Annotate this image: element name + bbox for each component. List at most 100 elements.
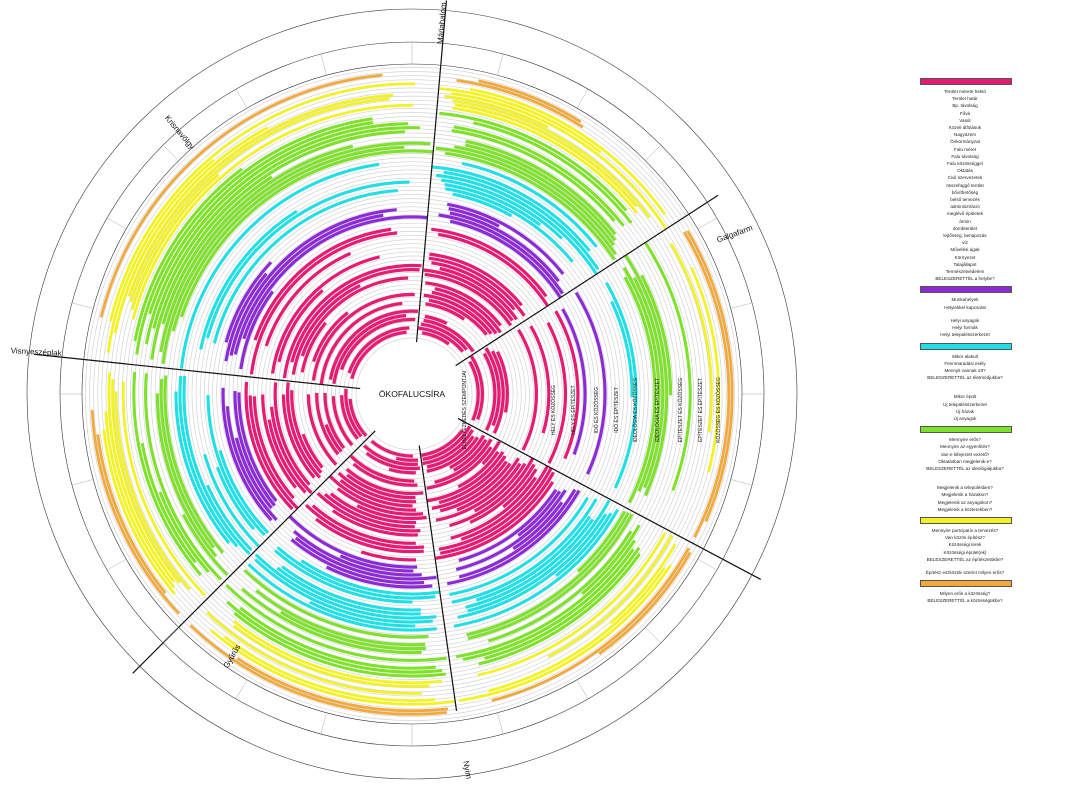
legend-item: bővíthetőség (951, 189, 979, 195)
rating-arc (144, 373, 222, 581)
rating-arc (242, 215, 428, 340)
tick (697, 217, 717, 230)
legend-item: Építész eszköztár szerint milyen erős? (925, 569, 1005, 575)
rating-arc (301, 433, 324, 469)
legend-item: BELESZERETTÉL a közösségükbe? (927, 598, 1003, 604)
rating-arc (472, 121, 633, 224)
village-label: Krisnavölgy (163, 114, 196, 151)
rating-arc (598, 551, 692, 655)
tick (497, 53, 504, 76)
rating-arc (529, 325, 551, 434)
grey-ring (158, 140, 666, 648)
ring-label: ÉPÍTÉSZET ÉS KÖZÖSSÉG (677, 378, 684, 443)
rating-arc (340, 317, 416, 371)
rating-arc (181, 513, 229, 577)
rating-arc (294, 536, 437, 581)
rating-arc (225, 406, 278, 522)
grey-ring (331, 313, 493, 475)
village-label: Nyim (461, 760, 473, 780)
rating-arc (456, 539, 636, 659)
grey-ring (249, 231, 575, 557)
rating-arc (232, 624, 430, 688)
grey-ring (240, 222, 584, 566)
sector-line (418, 445, 458, 711)
rating-arc (462, 548, 635, 661)
rating-arc (144, 122, 408, 345)
grey-ring (224, 206, 600, 582)
rating-arc (290, 538, 425, 585)
rating-arc (171, 145, 405, 332)
rating-arc (605, 281, 638, 489)
rating-arc (426, 436, 480, 473)
radial-diagram: ÖKOFALUCSÍRA ELHELYEZKEDÉS SZEMPONTJAI HE… (11, 0, 798, 780)
outer-circles (26, 8, 798, 780)
rating-arc (450, 476, 538, 540)
rating-arc (475, 515, 592, 602)
rating-arc (488, 567, 666, 693)
legend-item: Falu méret (954, 146, 976, 152)
grey-ring (199, 181, 625, 607)
ring-label: ELHELYEZKEDÉS SZEMPONTJAI (461, 371, 468, 450)
legend-item: Új házak (956, 408, 974, 414)
rating-arc (148, 121, 374, 315)
rating-arc (121, 381, 206, 597)
legend-item: BELESZERETTÉL az építészetükbe? (926, 556, 1004, 562)
rating-arc (264, 251, 352, 347)
rating-arc (106, 158, 215, 353)
rating-arc (484, 546, 641, 660)
legend-item: Megjelenik a közterekben? (937, 506, 993, 512)
rating-arc (254, 553, 437, 620)
rating-arc (319, 301, 403, 385)
rating-arc (180, 149, 434, 318)
rating-arc (449, 211, 560, 283)
rating-arc (96, 434, 167, 594)
legend-group: Munkahelyek Helyiekkel kapcsolat Helyi any… (915, 286, 1015, 338)
center-disc (360, 342, 464, 446)
ring-label: HELY ÉS ÉPÍTÉSZET (570, 385, 577, 434)
rating-arc (388, 467, 416, 475)
rating-arc (690, 267, 721, 473)
rating-arc (491, 547, 691, 702)
legend-item: Fővá (959, 110, 971, 116)
rating-arc (363, 444, 419, 467)
legend-item: BELESZERETTÉL a helybe? (935, 276, 995, 282)
rating-arc (512, 501, 564, 551)
tick (730, 479, 753, 486)
rating-arc (290, 268, 420, 363)
grey-ring (97, 79, 727, 709)
rating-arc (502, 468, 538, 509)
rating-arc (189, 624, 447, 716)
rating-arc (224, 261, 273, 343)
rating-arc (239, 290, 274, 370)
rating-arc (478, 79, 582, 124)
grey-ring (89, 71, 735, 717)
tick (71, 479, 94, 486)
rating-arc (644, 241, 692, 492)
rating-arc (206, 180, 410, 339)
legend-item: Mennyire az egyenlítés? (940, 444, 990, 450)
rating-arc (456, 79, 584, 129)
legend-item: Mennyit vannak ott? (944, 367, 986, 373)
rating-arc (325, 565, 433, 589)
rating-arc (179, 162, 380, 369)
rating-arc (336, 487, 424, 516)
rating-arc (452, 106, 638, 214)
grey-ring (216, 198, 608, 590)
legend-item: Oktatás (957, 168, 973, 174)
rating-arc (300, 321, 327, 373)
rating-arc (431, 460, 508, 510)
rating-arc (427, 450, 505, 503)
rating-arc (451, 129, 616, 222)
rating-arc (161, 175, 273, 325)
rating-arc (460, 465, 549, 541)
rating-arc (159, 144, 354, 353)
rating-arc (431, 165, 591, 252)
rating-arc (435, 146, 617, 256)
legend-item: összefüggő terület (946, 182, 984, 188)
grey-ring (142, 124, 682, 664)
rating-arc (206, 611, 422, 695)
rating-arc (464, 143, 617, 242)
rating-arc (467, 513, 634, 640)
legend-item: Milyen erős a közösség? (939, 591, 991, 597)
rating-arc (239, 606, 436, 670)
